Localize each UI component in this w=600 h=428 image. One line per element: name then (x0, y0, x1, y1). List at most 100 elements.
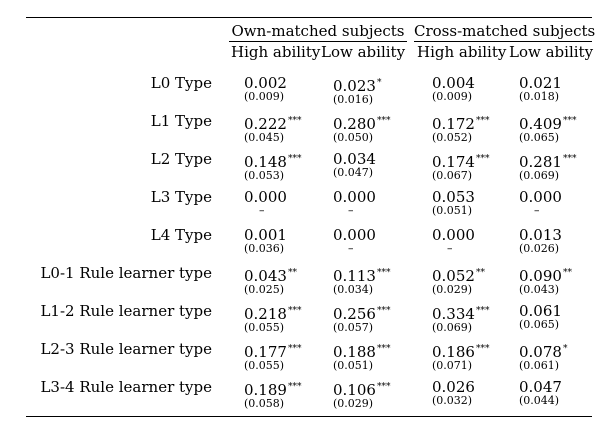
coefficient-value: 0.256 (333, 305, 376, 323)
coefficient-value: 0.026 (432, 378, 475, 396)
table-cell: 0.334*** (0.069) (432, 303, 489, 334)
standard-error: (0.069) (432, 321, 473, 334)
coefficient-value: 0.280 (333, 115, 376, 133)
table-cell: 0.000– (432, 227, 475, 255)
standard-error: (0.025) (244, 283, 285, 296)
coefficient: 0.188*** (333, 341, 390, 360)
table-cell: 0.148*** (0.053) (244, 151, 301, 182)
coefficient-value: 0.004 (432, 74, 475, 92)
coefficient: 0.000 (333, 227, 376, 243)
table-row: L3-4 Rule learner type 0.189*** (0.058) 0.1… (0, 379, 600, 417)
standard-error: (0.018) (519, 90, 560, 103)
standard-error: (0.065) (519, 131, 560, 144)
coefficient-value: 0.189 (244, 381, 287, 399)
table-cell: 0.061 (0.065) (519, 303, 562, 331)
coefficient: 0.047 (519, 379, 562, 395)
standard-error: (0.051) (432, 204, 473, 217)
standard-error: (0.009) (244, 90, 285, 103)
coefficient-value: 0.053 (432, 188, 475, 206)
column-header-own-high: High ability (231, 43, 321, 61)
table-cell: 0.021 (0.018) (519, 75, 562, 103)
coefficient: 0.113*** (333, 265, 390, 284)
significance-stars: * (562, 344, 568, 354)
coefficient: 0.280*** (333, 113, 390, 132)
coefficient: 0.002 (244, 75, 287, 91)
coefficient-value: 0.013 (519, 226, 562, 244)
table-cell: 0.023* (0.016) (333, 75, 381, 106)
coefficient: 0.222*** (244, 113, 301, 132)
coefficient: 0.106*** (333, 379, 390, 398)
group-rule-own-matched (229, 41, 407, 42)
table-row: L1-2 Rule learner type 0.218*** (0.055) 0.2… (0, 303, 600, 341)
coefficient-value: 0.188 (333, 343, 376, 361)
table-bottom-rule (26, 416, 592, 418)
coefficient: 0.023* (333, 75, 381, 94)
coefficient: 0.034 (333, 151, 376, 167)
table-cell: 0.000– (333, 189, 376, 217)
row-label: L3 Type (150, 188, 212, 206)
table-row: L1 Type 0.222*** (0.045) 0.280*** (0.050) 0.1… (0, 113, 600, 151)
standard-error: – (259, 204, 265, 217)
coefficient: 0.174*** (432, 151, 489, 170)
standard-error: (0.051) (333, 359, 374, 372)
standard-error: (0.058) (244, 397, 285, 410)
table-cell: 0.052** (0.029) (432, 265, 485, 296)
row-label: L0 Type (150, 74, 212, 92)
significance-stars: *** (287, 382, 302, 392)
significance-stars: *** (376, 268, 391, 278)
standard-error: (0.061) (519, 359, 560, 372)
standard-error: – (348, 242, 354, 255)
coefficient: 0.061 (519, 303, 562, 319)
table-row: L2-3 Rule learner type 0.177*** (0.055) 0.1… (0, 341, 600, 379)
table-cell: 0.177*** (0.055) (244, 341, 301, 372)
table-cell: 0.026 (0.032) (432, 379, 475, 407)
table-cell: 0.002 (0.009) (244, 75, 287, 103)
coefficient: 0.043** (244, 265, 297, 284)
coefficient-value: 0.186 (432, 343, 475, 361)
coefficient: 0.148*** (244, 151, 301, 170)
standard-error: (0.052) (432, 131, 473, 144)
table-cell: 0.280*** (0.050) (333, 113, 390, 144)
coefficient-value: 0.000 (333, 188, 376, 206)
significance-stars: *** (376, 306, 391, 316)
coefficient-value: 0.177 (244, 343, 287, 361)
standard-error: (0.047) (333, 166, 374, 179)
table-cell: 0.001 (0.036) (244, 227, 287, 255)
significance-stars: *** (475, 344, 490, 354)
coefficient-value: 0.001 (244, 226, 287, 244)
table-cell: 0.000– (244, 189, 287, 217)
coefficient: 0.281*** (519, 151, 576, 170)
coefficient: 0.186*** (432, 341, 489, 360)
standard-error: (0.053) (244, 169, 285, 182)
standard-error: (0.034) (333, 283, 374, 296)
coefficient: 0.004 (432, 75, 475, 91)
coefficient-value: 0.047 (519, 378, 562, 396)
coefficient-value: 0.222 (244, 115, 287, 133)
group-rule-cross-matched (414, 41, 592, 42)
significance-stars: *** (376, 344, 391, 354)
significance-stars: *** (376, 116, 391, 126)
coefficient: 0.090** (519, 265, 572, 284)
coefficient: 0.409*** (519, 113, 576, 132)
column-header-cross-low: Low ability (509, 43, 594, 61)
significance-stars: *** (376, 382, 391, 392)
coefficient-value: 0.043 (244, 267, 287, 285)
coefficient: 0.053 (432, 189, 475, 205)
coefficient: 0.172*** (432, 113, 489, 132)
coefficient-value: 0.090 (519, 267, 562, 285)
standard-error: (0.036) (244, 242, 285, 255)
table-row: L2 Type 0.148*** (0.053) 0.034 (0.047) 0.174*… (0, 151, 600, 189)
row-label: L1 Type (150, 112, 212, 130)
standard-error: (0.032) (432, 394, 473, 407)
significance-stars: *** (287, 344, 302, 354)
coefficient: 0.026 (432, 379, 475, 395)
table-cell: 0.090** (0.043) (519, 265, 572, 296)
row-label: L1-2 Rule learner type (40, 302, 212, 320)
coefficient: 0.078* (519, 341, 567, 360)
coefficient-value: 0.000 (519, 188, 562, 206)
table-cell: 0.222*** (0.045) (244, 113, 301, 144)
coefficient: 0.000 (519, 189, 562, 205)
coefficient: 0.052** (432, 265, 485, 284)
table-cell: 0.078* (0.061) (519, 341, 567, 372)
coefficient-value: 0.281 (519, 153, 562, 171)
